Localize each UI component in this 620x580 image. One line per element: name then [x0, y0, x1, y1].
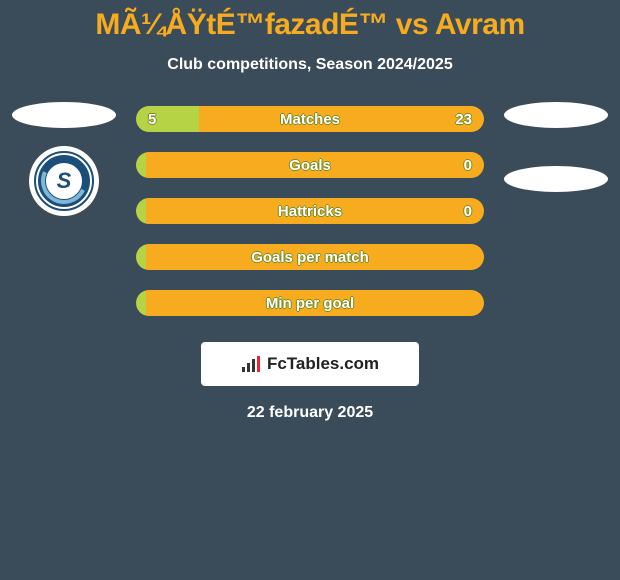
footer-date: 22 february 2025: [4, 404, 616, 422]
footer-brand-text: FcTables.com: [267, 354, 379, 374]
stat-bar-left-seg: [136, 106, 199, 132]
comparison-container: MÃ¼ÅŸtÉ™fazadÉ™ vs Avram Club competitio…: [0, 0, 620, 580]
page-subtitle: Club competitions, Season 2024/2025: [4, 56, 616, 74]
right-player-col: [496, 102, 616, 192]
stat-bar-right-value: 23: [455, 106, 472, 132]
stat-bar-right-seg: [146, 244, 484, 270]
left-name-ellipse: [12, 102, 116, 128]
right-club-ellipse: [504, 166, 608, 192]
stat-bar: Goals per match: [136, 244, 484, 270]
stat-bar-right-value: 0: [464, 152, 472, 178]
page-title: MÃ¼ÅŸtÉ™fazadÉ™ vs Avram: [4, 8, 616, 42]
content-row: S Matches523Goals0Hattricks0Goals per ma…: [4, 106, 616, 336]
stat-bar-right-seg: [146, 290, 484, 316]
stats-bars: Matches523Goals0Hattricks0Goals per matc…: [136, 106, 484, 336]
stat-bar-left-seg: [136, 198, 146, 224]
stat-bar: Matches523: [136, 106, 484, 132]
stat-bar-left-value: 5: [148, 106, 156, 132]
stat-bar-right-seg: [146, 152, 484, 178]
stat-bar-right-value: 0: [464, 198, 472, 224]
stat-bar-left-seg: [136, 290, 146, 316]
club-badge-swoosh: [35, 152, 94, 211]
stat-bar: Goals0: [136, 152, 484, 178]
footer-brand-badge[interactable]: FcTables.com: [201, 342, 419, 386]
right-name-ellipse: [504, 102, 608, 128]
club-badge-inner: S: [34, 151, 94, 211]
fctables-logo-icon: [241, 355, 263, 373]
stat-bar-left-seg: [136, 244, 146, 270]
stat-bar-right-seg: [146, 198, 484, 224]
stat-bar-left-seg: [136, 152, 146, 178]
left-player-col: S: [4, 102, 124, 216]
stat-bar-right-seg: [199, 106, 484, 132]
left-club-badge: S: [29, 146, 99, 216]
stat-bar: Hattricks0: [136, 198, 484, 224]
stat-bar: Min per goal: [136, 290, 484, 316]
